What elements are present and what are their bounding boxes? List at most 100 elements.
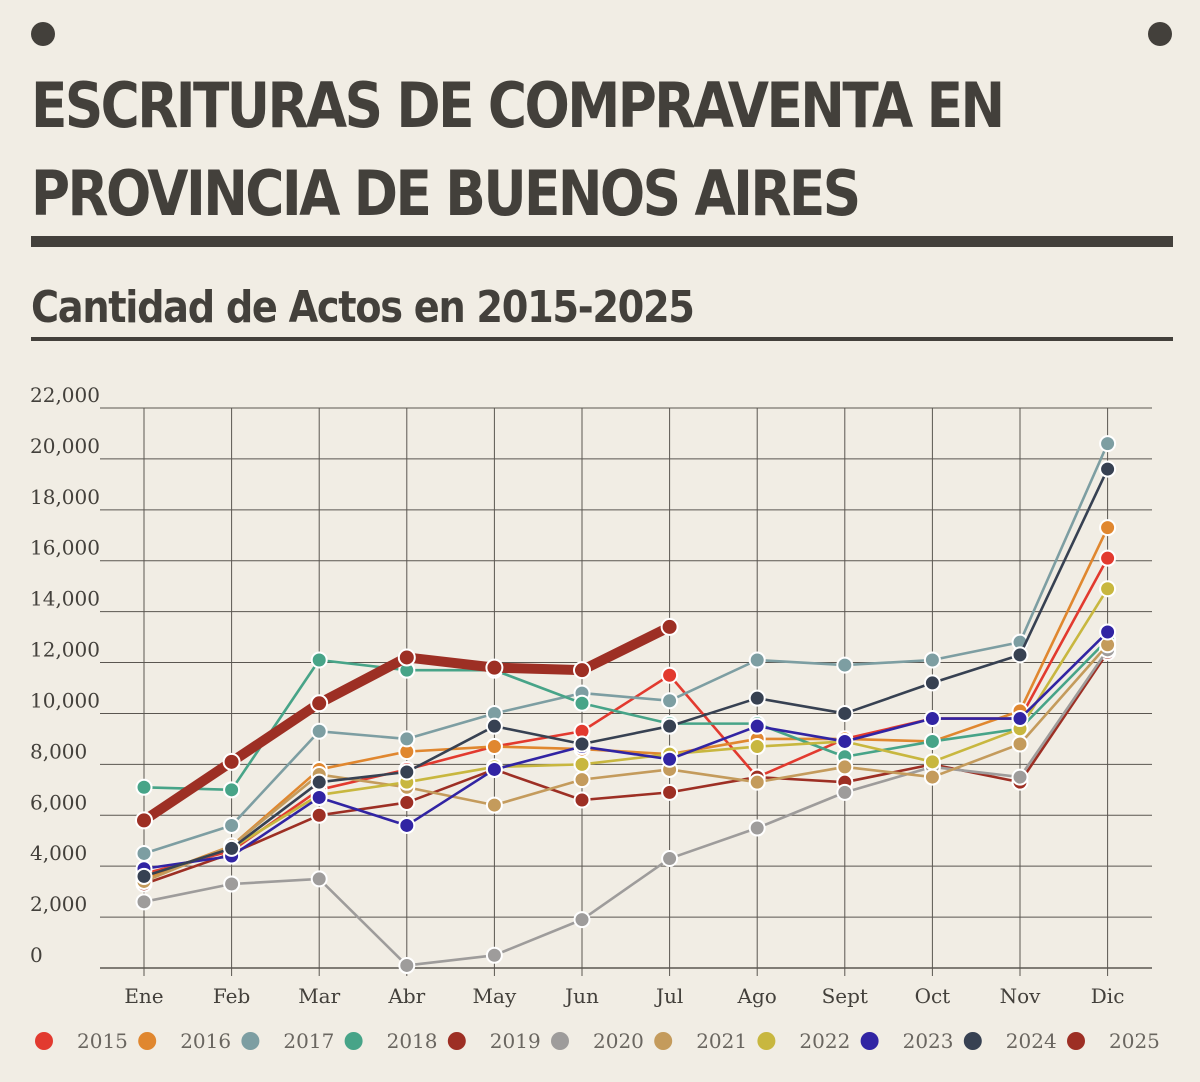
data-point <box>573 755 591 773</box>
legend-item: 2015 <box>35 1029 128 1053</box>
legend-item: 2024 <box>963 1029 1057 1053</box>
legend-item: 2017 <box>241 1029 334 1053</box>
y-axis: 0 2,000 4,000 6,000 8,000 10,000 12,000 14,000 1… <box>30 383 100 967</box>
data-point <box>573 735 591 753</box>
data-point <box>1011 735 1029 753</box>
legend-label: 2021 <box>696 1029 747 1053</box>
data-point <box>485 738 503 756</box>
data-point <box>923 651 941 669</box>
data-point <box>748 651 766 669</box>
series-line <box>142 630 1109 871</box>
legend-label: 2018 <box>387 1029 438 1053</box>
legend-label: 2016 <box>180 1029 231 1053</box>
data-point <box>1011 710 1029 728</box>
data-point <box>923 732 941 750</box>
data-point <box>923 710 941 728</box>
legend-item: 2020 <box>551 1029 644 1053</box>
data-point <box>660 617 679 636</box>
data-point <box>836 758 854 776</box>
data-point <box>923 674 941 692</box>
data-point <box>836 783 854 801</box>
data-point <box>135 867 153 885</box>
x-tick-label: Sept <box>822 984 868 1008</box>
x-axis: Ene Feb Mar Abr May Jun Jul Ago Sept Oct Nov Dic <box>124 984 1124 1008</box>
data-point <box>397 648 416 667</box>
data-point <box>310 806 328 824</box>
data-point <box>310 694 329 713</box>
data-point <box>398 816 416 834</box>
y-tick-label: 22,000 <box>30 383 100 407</box>
data-point <box>1099 460 1117 478</box>
data-point <box>135 778 153 796</box>
series-2021 <box>135 636 1117 890</box>
legend-swatch <box>35 1032 53 1050</box>
series-line <box>142 556 1109 876</box>
series-2017 <box>135 435 1117 862</box>
data-point <box>1099 435 1117 453</box>
data-point <box>836 732 854 750</box>
x-tick-label: Dic <box>1091 984 1125 1008</box>
y-tick-label: 2,000 <box>30 892 87 916</box>
data-point <box>135 893 153 911</box>
y-tick-label: 14,000 <box>30 587 100 611</box>
data-point <box>398 794 416 812</box>
chart-legend: 2015 2016 2017 2018 2019 2020 2021 2022 2023 2024… <box>35 1029 1160 1053</box>
series-line <box>142 467 1109 878</box>
x-tick-label: Feb <box>213 984 250 1008</box>
data-point <box>661 750 679 768</box>
chart-series <box>135 435 1117 974</box>
data-point <box>135 844 153 862</box>
series-line <box>142 648 1109 967</box>
legend-label: 2015 <box>77 1029 128 1053</box>
legend-swatch <box>138 1032 157 1050</box>
series-2025 <box>135 617 679 830</box>
data-point <box>748 773 766 791</box>
legend-swatch <box>757 1032 776 1050</box>
chart-title: ESCRITURAS DE COMPRAVENTA EN PROVINCIA D… <box>31 62 1011 238</box>
data-point <box>748 738 766 756</box>
legend-item: 2019 <box>447 1029 541 1053</box>
data-point <box>398 763 416 781</box>
y-tick-label: 12,000 <box>30 638 100 662</box>
subtitle-rule <box>31 337 1173 341</box>
title-line-1: ESCRITURAS DE COMPRAVENTA EN <box>31 69 1005 142</box>
data-point <box>223 781 241 799</box>
data-point <box>310 722 328 740</box>
x-tick-label: Mar <box>298 984 340 1008</box>
data-point <box>661 666 679 684</box>
y-tick-label: 0 <box>30 943 43 967</box>
data-point <box>398 956 416 974</box>
series-2020 <box>135 641 1117 974</box>
legend-item: 2016 <box>138 1029 231 1053</box>
data-point <box>223 816 241 834</box>
data-point <box>1011 646 1029 664</box>
data-point <box>223 839 241 857</box>
data-point <box>310 773 328 791</box>
y-tick-label: 6,000 <box>30 790 87 814</box>
data-point <box>573 661 591 680</box>
chart-grid <box>100 407 1152 976</box>
x-tick-label: Ago <box>737 984 777 1008</box>
data-point <box>661 850 679 868</box>
legend-item: 2022 <box>757 1029 850 1053</box>
data-point <box>748 717 766 735</box>
legend-swatch <box>1067 1032 1085 1050</box>
data-point <box>135 811 153 830</box>
title-rule <box>31 236 1173 247</box>
x-tick-label: May <box>473 984 517 1008</box>
legend-label: 2022 <box>799 1029 850 1053</box>
data-point <box>223 875 241 893</box>
legend-label: 2023 <box>903 1029 954 1053</box>
data-point <box>748 819 766 837</box>
legend-swatch <box>344 1032 363 1050</box>
x-tick-label: Jul <box>654 984 683 1008</box>
x-tick-label: Oct <box>915 984 951 1008</box>
data-point <box>661 783 679 801</box>
x-tick-label: Ene <box>124 984 163 1008</box>
data-point <box>1099 519 1117 537</box>
data-point <box>1099 623 1117 641</box>
series-line <box>142 587 1109 878</box>
legend-label: 2019 <box>490 1029 541 1053</box>
data-point <box>661 692 679 710</box>
